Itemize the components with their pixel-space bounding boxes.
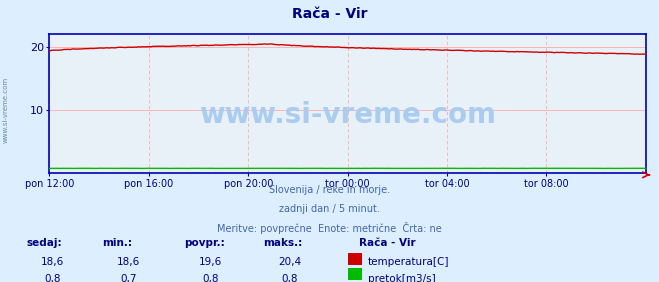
Text: 0,8: 0,8 [44,274,61,282]
Text: 18,6: 18,6 [117,257,140,266]
Text: min.:: min.: [102,238,132,248]
Text: zadnji dan / 5 minut.: zadnji dan / 5 minut. [279,204,380,213]
Text: www.si-vreme.com: www.si-vreme.com [199,101,496,129]
Text: 0,7: 0,7 [120,274,137,282]
Text: Meritve: povprečne  Enote: metrične  Črta: ne: Meritve: povprečne Enote: metrične Črta:… [217,222,442,235]
Text: 0,8: 0,8 [281,274,299,282]
Text: povpr.:: povpr.: [185,238,225,248]
Text: 19,6: 19,6 [199,257,223,266]
Text: maks.:: maks.: [264,238,303,248]
Text: 18,6: 18,6 [41,257,65,266]
Text: sedaj:: sedaj: [26,238,62,248]
Text: Rača - Vir: Rača - Vir [359,238,416,248]
Text: Slovenija / reke in morje.: Slovenija / reke in morje. [269,185,390,195]
Text: www.si-vreme.com: www.si-vreme.com [2,77,9,143]
Text: pretok[m3/s]: pretok[m3/s] [368,274,436,282]
Text: 0,8: 0,8 [202,274,219,282]
Text: Rača - Vir: Rača - Vir [292,7,367,21]
Text: 20,4: 20,4 [278,257,302,266]
Text: temperatura[C]: temperatura[C] [368,257,449,266]
